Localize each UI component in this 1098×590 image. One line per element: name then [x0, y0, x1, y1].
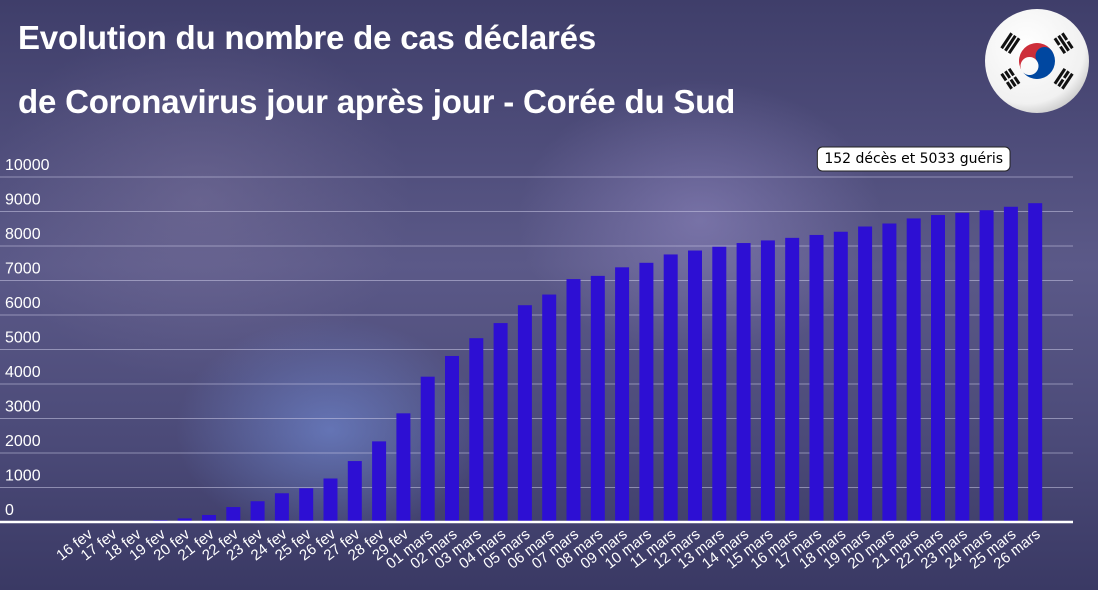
bar-22-mars: [931, 215, 945, 522]
bar-13-mars: [712, 246, 727, 523]
bar-15-mars: [760, 240, 775, 522]
y-tick-label-7000: 7000: [5, 261, 41, 278]
y-tick-label-0: 0: [5, 502, 14, 519]
y-axis-ticks: 0 1000 2000 3000 4000 5000 6000 7000 8000 9000 100…: [5, 157, 50, 519]
bar-28-fev: [372, 441, 387, 522]
bar-23-mars: [955, 212, 970, 522]
bar-24-fev: [274, 493, 289, 522]
bar-21-mars: [906, 218, 921, 522]
y-tick-label-2000: 2000: [5, 433, 41, 450]
bar-24-mars: [979, 210, 994, 522]
bar-16-mars: [785, 237, 800, 522]
bar-02-mars: [445, 355, 459, 522]
bar-26-fev: [323, 478, 338, 522]
bar-19-mars: [858, 226, 873, 522]
bar-25-fev: [299, 488, 314, 522]
bar-10-mars: [639, 262, 654, 522]
bar-12-mars: [688, 250, 702, 522]
bar-08-mars: [590, 275, 605, 522]
bar-22-fev: [226, 507, 241, 522]
bar-11-mars: [663, 254, 678, 522]
title-line-1: Evolution du nombre de cas déclarés: [18, 19, 596, 56]
y-tick-label-3000: 3000: [5, 399, 41, 416]
chart-title: Evolution du nombre de cas déclarés de C…: [18, 6, 735, 134]
bar-20-fev: [177, 518, 192, 522]
bar-23-fev: [250, 501, 265, 522]
bar-26-mars: [1028, 203, 1043, 523]
title-line-2: de Coronavirus jour après jour - Corée d…: [18, 83, 736, 120]
bar-25-mars: [1003, 206, 1018, 522]
bar-14-mars: [736, 243, 751, 522]
south-korea-flag-icon: [985, 9, 1089, 113]
bars: [80, 203, 1043, 523]
bar-03-mars: [469, 338, 484, 522]
bar-20-mars: [882, 223, 897, 523]
bar-18-mars: [833, 231, 848, 522]
bar-05-mars: [517, 305, 532, 522]
annotation-0: 152 décès et 5033 guéris: [816, 146, 1011, 172]
y-tick-label-6000: 6000: [5, 295, 41, 312]
bar-21-fev: [202, 514, 216, 522]
annotation-text: 152 décès et 5033 guéris: [824, 151, 1003, 167]
bar-01-mars: [420, 376, 435, 522]
bar-09-mars: [615, 267, 630, 522]
annotations: 152 décès et 5033 guéris: [816, 146, 1011, 172]
y-tick-label-10000: 10000: [5, 157, 50, 174]
y-tick-label-1000: 1000: [5, 468, 41, 485]
y-tick-label-4000: 4000: [5, 364, 41, 381]
bar-06-mars: [542, 294, 557, 522]
annotation-box: [816, 146, 1011, 172]
bar-27-fev: [347, 461, 362, 522]
bar-07-mars: [566, 279, 581, 522]
bar-17-mars: [809, 234, 824, 522]
y-tick-label-8000: 8000: [5, 226, 41, 243]
bar-29-fev: [396, 413, 411, 522]
bar-04-mars: [493, 323, 508, 522]
y-tick-label-9000: 9000: [5, 192, 41, 209]
y-tick-label-5000: 5000: [5, 330, 41, 347]
